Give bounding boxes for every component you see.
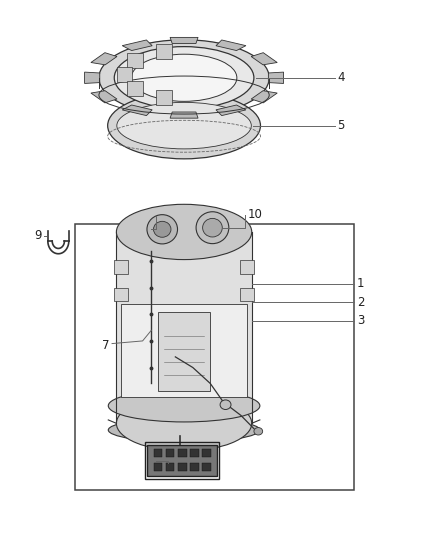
Ellipse shape — [220, 400, 231, 409]
Bar — [190, 449, 199, 457]
Ellipse shape — [117, 102, 251, 149]
Ellipse shape — [117, 395, 252, 451]
Bar — [190, 463, 199, 471]
Bar — [127, 81, 143, 96]
Text: 5: 5 — [337, 119, 344, 132]
Text: 4: 4 — [337, 71, 344, 84]
Polygon shape — [216, 40, 246, 51]
Polygon shape — [251, 53, 277, 65]
Bar — [178, 463, 187, 471]
Bar — [153, 449, 162, 457]
Ellipse shape — [108, 390, 260, 422]
Polygon shape — [122, 105, 152, 116]
Bar — [117, 67, 132, 82]
Bar — [156, 44, 172, 59]
Bar — [166, 449, 174, 457]
Bar — [121, 304, 247, 397]
Bar — [156, 90, 172, 105]
Polygon shape — [170, 112, 198, 118]
Bar — [127, 53, 143, 68]
Text: 10: 10 — [247, 208, 262, 221]
FancyBboxPatch shape — [240, 260, 254, 274]
Polygon shape — [91, 91, 117, 103]
Ellipse shape — [254, 427, 263, 435]
Bar — [145, 442, 219, 479]
Ellipse shape — [196, 212, 229, 244]
Polygon shape — [91, 53, 117, 65]
Polygon shape — [122, 40, 152, 51]
Polygon shape — [251, 91, 277, 103]
Text: 1: 1 — [357, 277, 364, 290]
Ellipse shape — [131, 54, 237, 101]
Ellipse shape — [108, 418, 260, 442]
Ellipse shape — [147, 215, 177, 244]
FancyBboxPatch shape — [114, 260, 128, 274]
Ellipse shape — [114, 46, 254, 109]
Polygon shape — [268, 72, 283, 84]
Text: 2: 2 — [357, 296, 364, 309]
Bar — [178, 449, 187, 457]
FancyBboxPatch shape — [240, 288, 254, 301]
Ellipse shape — [117, 204, 252, 260]
Ellipse shape — [99, 40, 269, 116]
Text: 3: 3 — [357, 314, 364, 327]
Text: 8: 8 — [146, 208, 153, 221]
Text: 6: 6 — [158, 465, 166, 478]
Ellipse shape — [153, 221, 171, 237]
Bar — [117, 232, 252, 423]
Polygon shape — [216, 105, 246, 116]
Bar — [202, 463, 211, 471]
Bar — [202, 449, 211, 457]
Bar — [75, 224, 354, 490]
Bar — [153, 463, 162, 471]
Text: 9: 9 — [35, 229, 42, 242]
FancyBboxPatch shape — [158, 312, 210, 391]
FancyBboxPatch shape — [114, 288, 128, 301]
Bar — [147, 445, 217, 477]
Polygon shape — [85, 72, 100, 84]
Ellipse shape — [108, 92, 261, 159]
Ellipse shape — [203, 219, 222, 237]
Bar — [166, 463, 174, 471]
Polygon shape — [170, 37, 198, 44]
Text: 7: 7 — [102, 338, 110, 352]
